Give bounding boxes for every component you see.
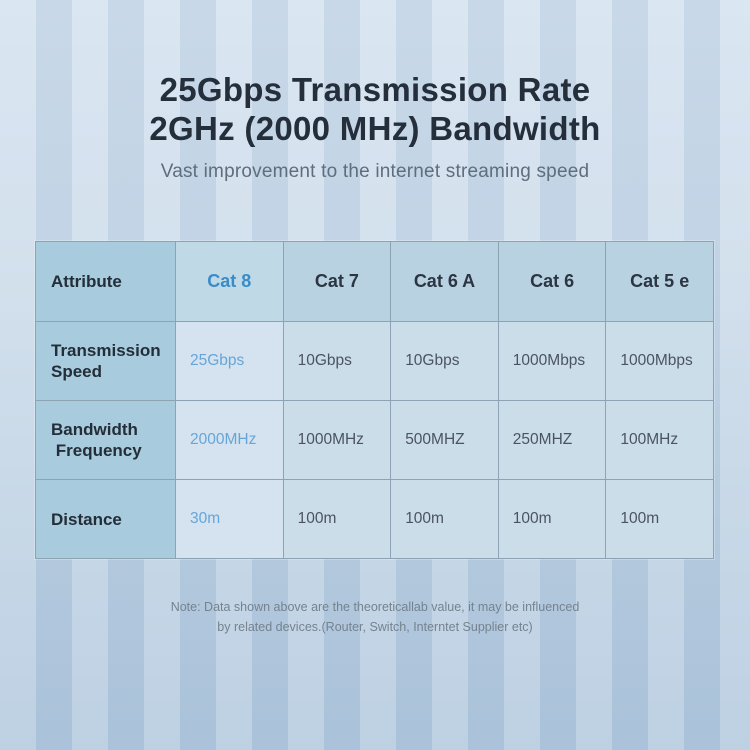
row-label-transmission-speed: Transmission Speed [36,322,175,400]
row-label-bandwidth-frequency: Bandwidth Frequency [36,401,175,479]
column-header-cat6a: Cat 6 A [391,242,498,321]
spec-comparison-table: Attribute Cat 8 Cat 7 Cat 6 A Cat 6 Cat … [35,241,714,559]
row-label-distance: Distance [36,480,175,558]
cell-distance-cat6: 100m [498,480,606,558]
cell-transmission-speed-cat6: 1000Mbps [498,322,606,400]
column-header-attribute: Attribute [36,242,175,321]
cell-transmission-speed-cat5e: 1000Mbps [606,322,713,400]
header-block: 25Gbps Transmission Rate 2GHz (2000 MHz)… [0,70,750,183]
cell-bandwidth-frequency-cat7: 1000MHz [283,401,391,479]
page-title-line-1: 25Gbps Transmission Rate [159,71,591,108]
cell-bandwidth-frequency-cat8: 2000MHz [176,401,283,479]
cell-bandwidth-frequency-cat5e: 100MHz [606,401,713,479]
cell-distance-cat6a: 100m [391,480,498,558]
cell-transmission-speed-cat7: 10Gbps [283,322,391,400]
cell-transmission-speed-cat6a: 10Gbps [391,322,498,400]
cell-bandwidth-frequency-cat6: 250MHZ [498,401,606,479]
note-text: Note: Data shown above are the theoretic… [170,600,580,634]
cell-transmission-speed-cat8: 25Gbps [176,322,283,400]
cell-distance-cat8: 30m [176,480,283,558]
cell-bandwidth-frequency-cat6a: 500MHZ [391,401,498,479]
column-header-cat5e: Cat 5 e [606,242,713,321]
column-header-cat8: Cat 8 [176,242,283,321]
column-header-cat6: Cat 6 [498,242,606,321]
cell-distance-cat7: 100m [283,480,391,558]
column-header-cat7: Cat 7 [283,242,391,321]
cell-distance-cat5e: 100m [606,480,713,558]
page-title-line-2: 2GHz (2000 MHz) Bandwidth [149,110,601,147]
page-subtitle: Vast improvement to the internet streami… [160,161,590,182]
